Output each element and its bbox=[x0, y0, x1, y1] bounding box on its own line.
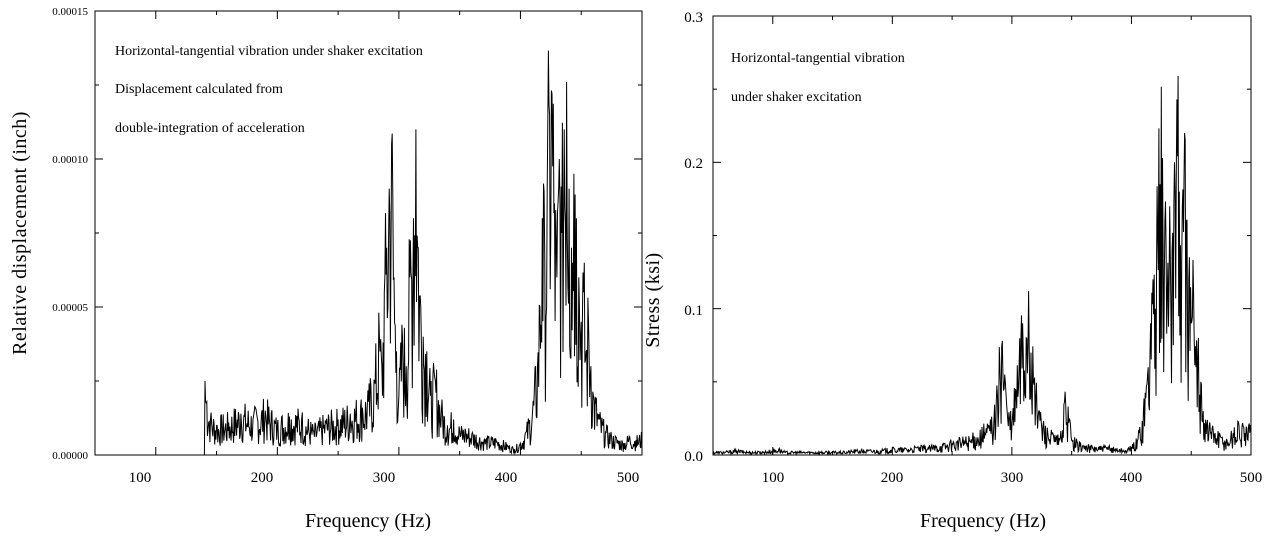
right-series-line bbox=[712, 75, 1252, 457]
left-x-axis-label: Frequency (Hz) bbox=[305, 510, 431, 532]
right-ticks bbox=[713, 15, 1252, 456]
left-x-tick-label: 500 bbox=[617, 470, 640, 486]
right-annotation-line-1: Horizontal-tangential vibration bbox=[731, 51, 905, 66]
left-x-tick-label: 100 bbox=[129, 470, 152, 486]
left-y-tick-label: 0.00015 bbox=[52, 6, 88, 18]
left-x-tick-label: 300 bbox=[373, 470, 396, 486]
right-x-tick-label: 200 bbox=[881, 470, 904, 486]
right-y-tick-label: 0.3 bbox=[684, 10, 703, 26]
left-series-line bbox=[95, 50, 643, 456]
right-y-tick-label: 0.1 bbox=[684, 303, 703, 319]
left-ticks bbox=[95, 10, 643, 456]
left-annotation-line-2: Displacement calculated from bbox=[115, 82, 283, 97]
left-y-axis-label: Relative displacement (inch) bbox=[9, 111, 31, 355]
left-x-tick-label: 400 bbox=[495, 470, 518, 486]
right-chart: 100 200 300 400 500 0.0 0.1 0.2 0.3 Freq… bbox=[642, 10, 1262, 532]
left-y-tick-label: 0.00005 bbox=[52, 302, 88, 314]
right-annotation-line-2: under shaker excitation bbox=[731, 90, 862, 105]
right-y-tick-label: 0.0 bbox=[684, 449, 703, 465]
left-y-tick-label: 0.00000 bbox=[52, 450, 88, 462]
left-annotation-line-3: double-integration of acceleration bbox=[115, 121, 305, 136]
left-chart: 100 200 300 400 500 0.00000 0.00005 0.00… bbox=[9, 6, 643, 532]
left-y-tick-label: 0.00010 bbox=[52, 154, 88, 166]
right-x-tick-label: 500 bbox=[1240, 470, 1263, 486]
right-x-tick-label: 400 bbox=[1120, 470, 1143, 486]
left-annotation-line-1: Horizontal-tangential vibration under sh… bbox=[115, 44, 423, 59]
right-x-tick-label: 100 bbox=[762, 470, 785, 486]
right-y-tick-label: 0.2 bbox=[684, 156, 703, 172]
left-x-tick-label: 200 bbox=[251, 470, 274, 486]
right-y-axis-label: Stress (ksi) bbox=[642, 252, 664, 347]
right-x-tick-label: 300 bbox=[1001, 470, 1024, 486]
right-x-axis-label: Frequency (Hz) bbox=[920, 510, 1046, 532]
